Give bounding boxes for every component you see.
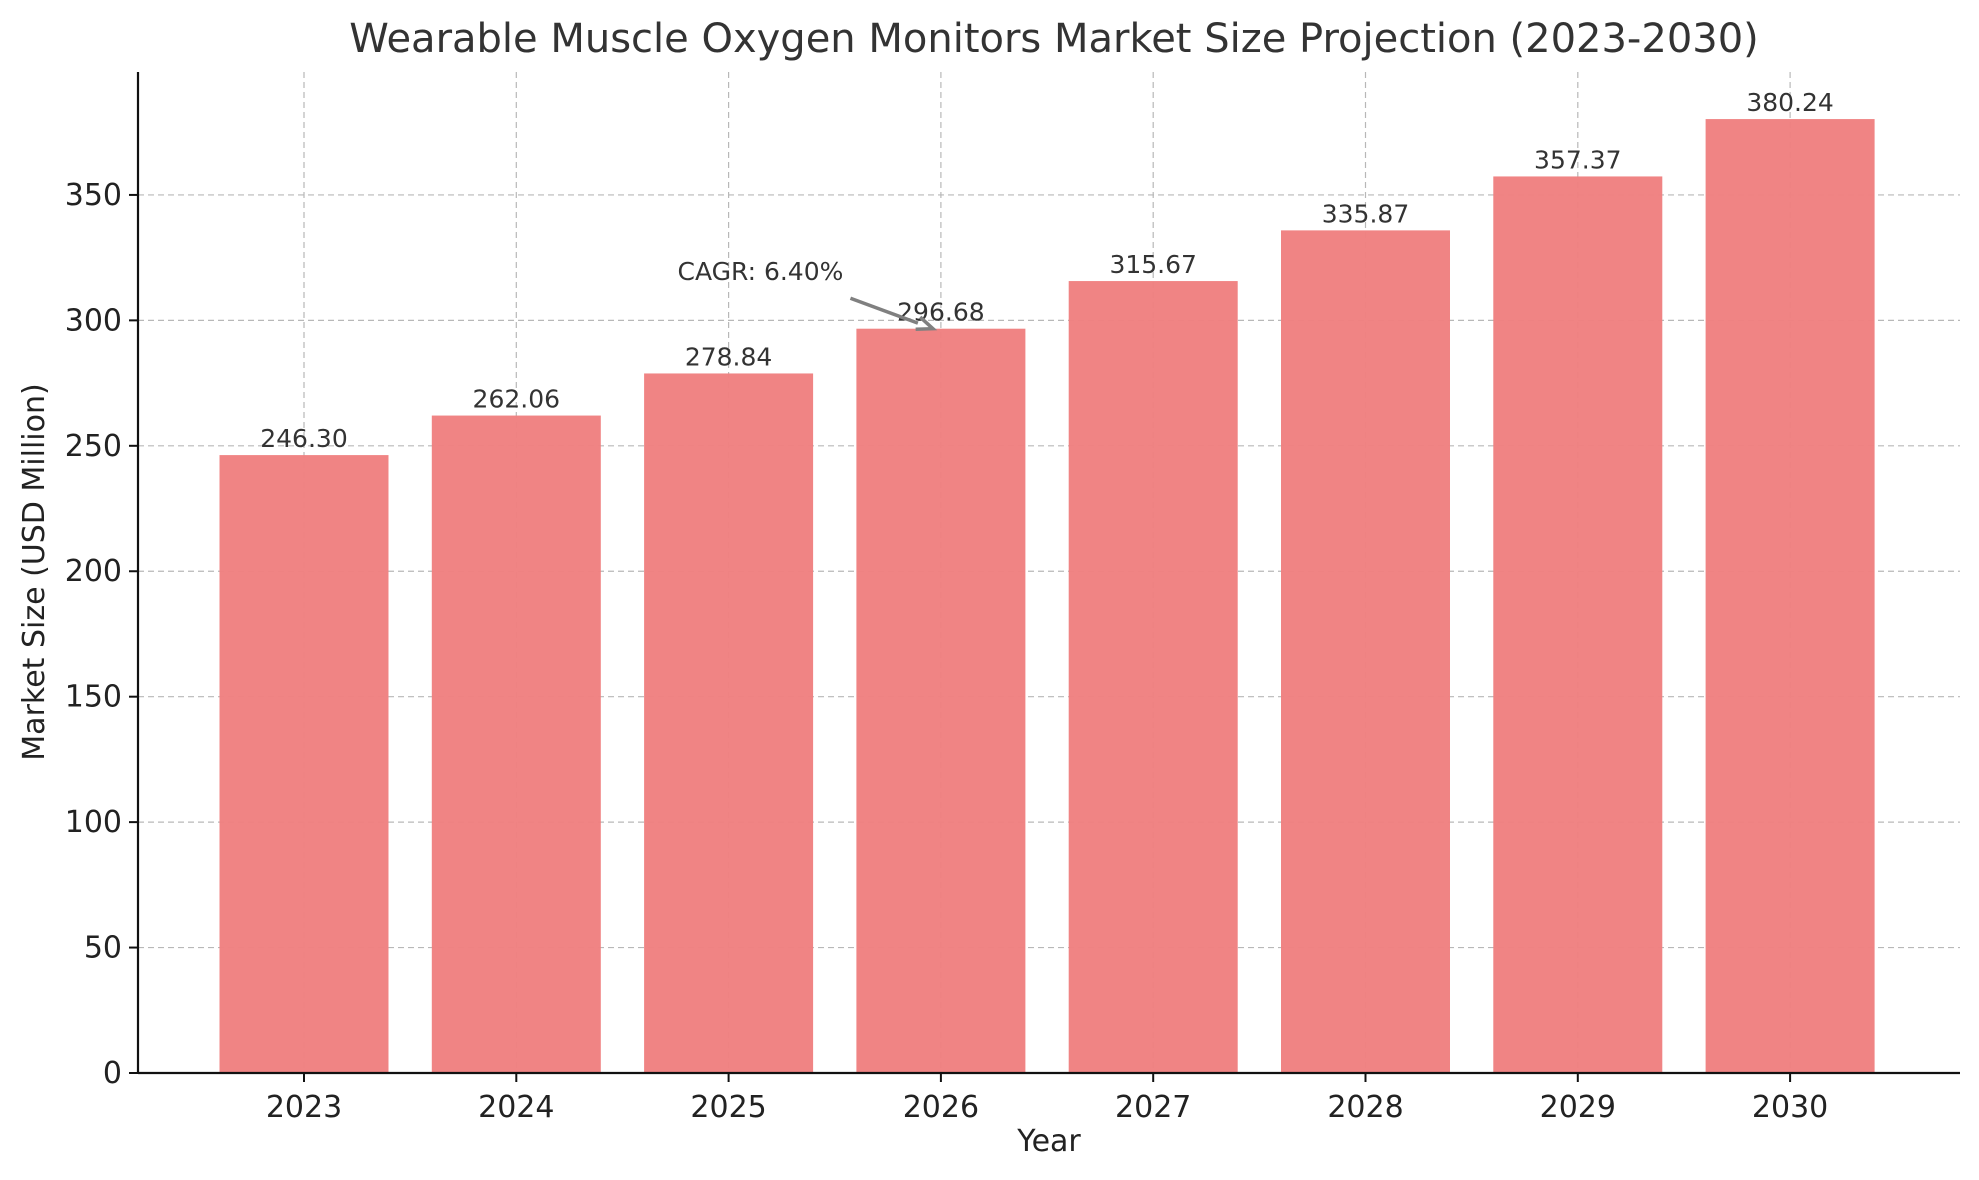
value-labels: 246.30 262.06 278.84 296.68 315.67 335.87 357.… <box>260 88 1834 453</box>
x-tick-label: 2027 <box>1115 1090 1191 1125</box>
y-axis-label: Market Size (USD Million) <box>17 383 52 760</box>
chart-title: Wearable Muscle Oxygen Monitors Market S… <box>349 16 1759 62</box>
value-label: 278.84 <box>685 342 772 371</box>
y-tick-label: 100 <box>65 805 122 840</box>
grid-lines <box>138 72 1960 1073</box>
bar <box>1493 176 1663 1073</box>
x-tick-label: 2024 <box>478 1090 554 1125</box>
x-tick-label: 2029 <box>1540 1090 1616 1125</box>
value-label: 315.67 <box>1109 250 1196 279</box>
bar <box>856 328 1026 1074</box>
x-tick-label: 2028 <box>1327 1090 1403 1125</box>
value-label: 296.68 <box>897 298 984 327</box>
bar <box>1281 230 1450 1073</box>
bar <box>644 373 814 1073</box>
bar <box>1068 281 1238 1073</box>
y-tick-label: 0 <box>103 1056 122 1091</box>
cagr-arrow-line <box>849 296 919 325</box>
bar <box>1705 119 1875 1073</box>
ticks: 0 50 100 150 200 250 300 350 2023 2024 2025 2026 202… <box>65 178 1829 1125</box>
value-label: 246.30 <box>260 424 347 453</box>
axes <box>136 72 1960 1075</box>
value-label: 262.06 <box>473 385 560 414</box>
cagr-annotation-text: CAGR: 6.40% <box>677 257 843 286</box>
bars <box>219 119 1875 1074</box>
value-label: 357.37 <box>1534 145 1621 174</box>
cagr-annotation: CAGR: 6.40% <box>677 257 938 331</box>
y-tick-label: 350 <box>65 178 122 213</box>
cagr-arrow-head <box>915 315 938 331</box>
value-label: 335.87 <box>1322 199 1409 228</box>
y-tick-label: 300 <box>65 303 122 338</box>
x-tick-label: 2025 <box>690 1090 766 1125</box>
bar <box>219 455 389 1073</box>
x-tick-label: 2023 <box>266 1090 342 1125</box>
y-tick-label: 200 <box>65 554 122 589</box>
x-tick-label: 2030 <box>1752 1090 1828 1125</box>
y-tick-label: 150 <box>65 680 122 715</box>
value-label: 380.24 <box>1746 88 1833 117</box>
x-tick-label: 2026 <box>903 1090 979 1125</box>
x-axis-label: Year <box>1016 1124 1081 1159</box>
y-tick-label: 50 <box>84 931 122 966</box>
bar <box>431 415 601 1073</box>
y-tick-label: 250 <box>65 429 122 464</box>
